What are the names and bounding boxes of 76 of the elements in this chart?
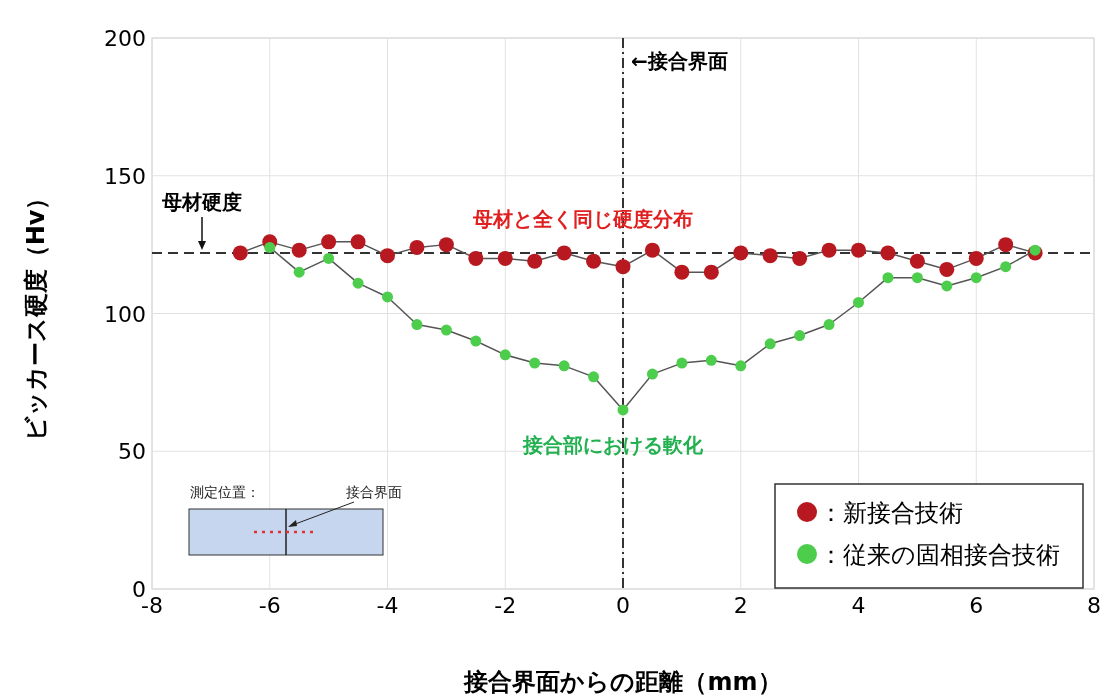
point bbox=[644, 242, 660, 258]
point bbox=[293, 266, 305, 278]
point bbox=[705, 354, 717, 366]
point bbox=[615, 259, 631, 275]
point bbox=[970, 272, 982, 284]
x-tick-label: -2 bbox=[494, 593, 517, 618]
point bbox=[382, 291, 393, 303]
x-tick-label: 0 bbox=[616, 593, 630, 618]
point bbox=[321, 234, 337, 250]
ref-line-label: 母材硬度 bbox=[161, 189, 242, 214]
x-tick-label: 8 bbox=[1087, 593, 1101, 618]
y-tick-label: 100 bbox=[104, 301, 146, 327]
point bbox=[735, 360, 747, 372]
point bbox=[352, 277, 364, 289]
point bbox=[588, 371, 600, 383]
point bbox=[350, 234, 366, 250]
point bbox=[497, 250, 513, 266]
point bbox=[764, 338, 776, 350]
y-tick-label: 200 bbox=[104, 26, 146, 51]
point bbox=[823, 319, 835, 331]
point bbox=[411, 319, 423, 331]
x-tick-label: 6 bbox=[969, 593, 984, 618]
point bbox=[1000, 261, 1012, 273]
point bbox=[1029, 244, 1041, 256]
point bbox=[792, 250, 808, 266]
point bbox=[617, 404, 629, 416]
point bbox=[853, 296, 864, 308]
annotation: 接合部における軟化 bbox=[522, 433, 704, 457]
point bbox=[380, 248, 395, 264]
point bbox=[529, 357, 541, 369]
annotation: 母材と全く同じ硬度分布 bbox=[472, 207, 693, 231]
point bbox=[733, 245, 749, 261]
point bbox=[232, 245, 248, 261]
x-axis-title: 接合界面からの距離（mm） bbox=[463, 668, 782, 696]
x-tick-label: -4 bbox=[376, 593, 399, 618]
point bbox=[440, 324, 452, 336]
point bbox=[674, 264, 690, 280]
point bbox=[703, 264, 719, 280]
point bbox=[586, 253, 602, 269]
point bbox=[851, 242, 866, 258]
point bbox=[323, 252, 335, 264]
point bbox=[794, 330, 806, 342]
x-tick-label: 2 bbox=[733, 593, 748, 618]
y-tick-label: 0 bbox=[132, 577, 146, 602]
point bbox=[499, 349, 511, 361]
point bbox=[558, 360, 570, 372]
y-axis-title: ビッカース硬度（Hv） bbox=[22, 185, 50, 442]
point bbox=[882, 272, 894, 284]
point bbox=[676, 357, 688, 369]
point bbox=[264, 241, 276, 253]
point bbox=[968, 250, 984, 266]
point bbox=[556, 245, 572, 261]
point bbox=[911, 272, 923, 284]
point bbox=[941, 280, 953, 292]
point bbox=[821, 242, 837, 258]
x-tick-label: 4 bbox=[851, 593, 866, 618]
point bbox=[909, 253, 925, 269]
point bbox=[527, 253, 543, 269]
point bbox=[470, 335, 482, 347]
point bbox=[762, 248, 778, 264]
x-tick-label: -6 bbox=[258, 593, 281, 618]
legend-label: ：新接合技術 bbox=[819, 499, 963, 527]
point bbox=[939, 261, 955, 277]
y-tick-label: 150 bbox=[104, 163, 146, 189]
point bbox=[409, 239, 425, 255]
y-tick-label: 50 bbox=[118, 439, 146, 465]
point bbox=[291, 242, 307, 258]
point bbox=[880, 245, 896, 261]
point bbox=[646, 368, 658, 380]
point bbox=[438, 237, 454, 253]
annotation: 測定位置： bbox=[190, 484, 260, 500]
ref-line-label: ←接合界面 bbox=[631, 49, 728, 73]
point bbox=[468, 250, 484, 266]
legend-label: ：従来の固相接合技術 bbox=[819, 541, 1060, 569]
point bbox=[998, 237, 1014, 253]
annotation: 接合界面 bbox=[346, 484, 402, 500]
